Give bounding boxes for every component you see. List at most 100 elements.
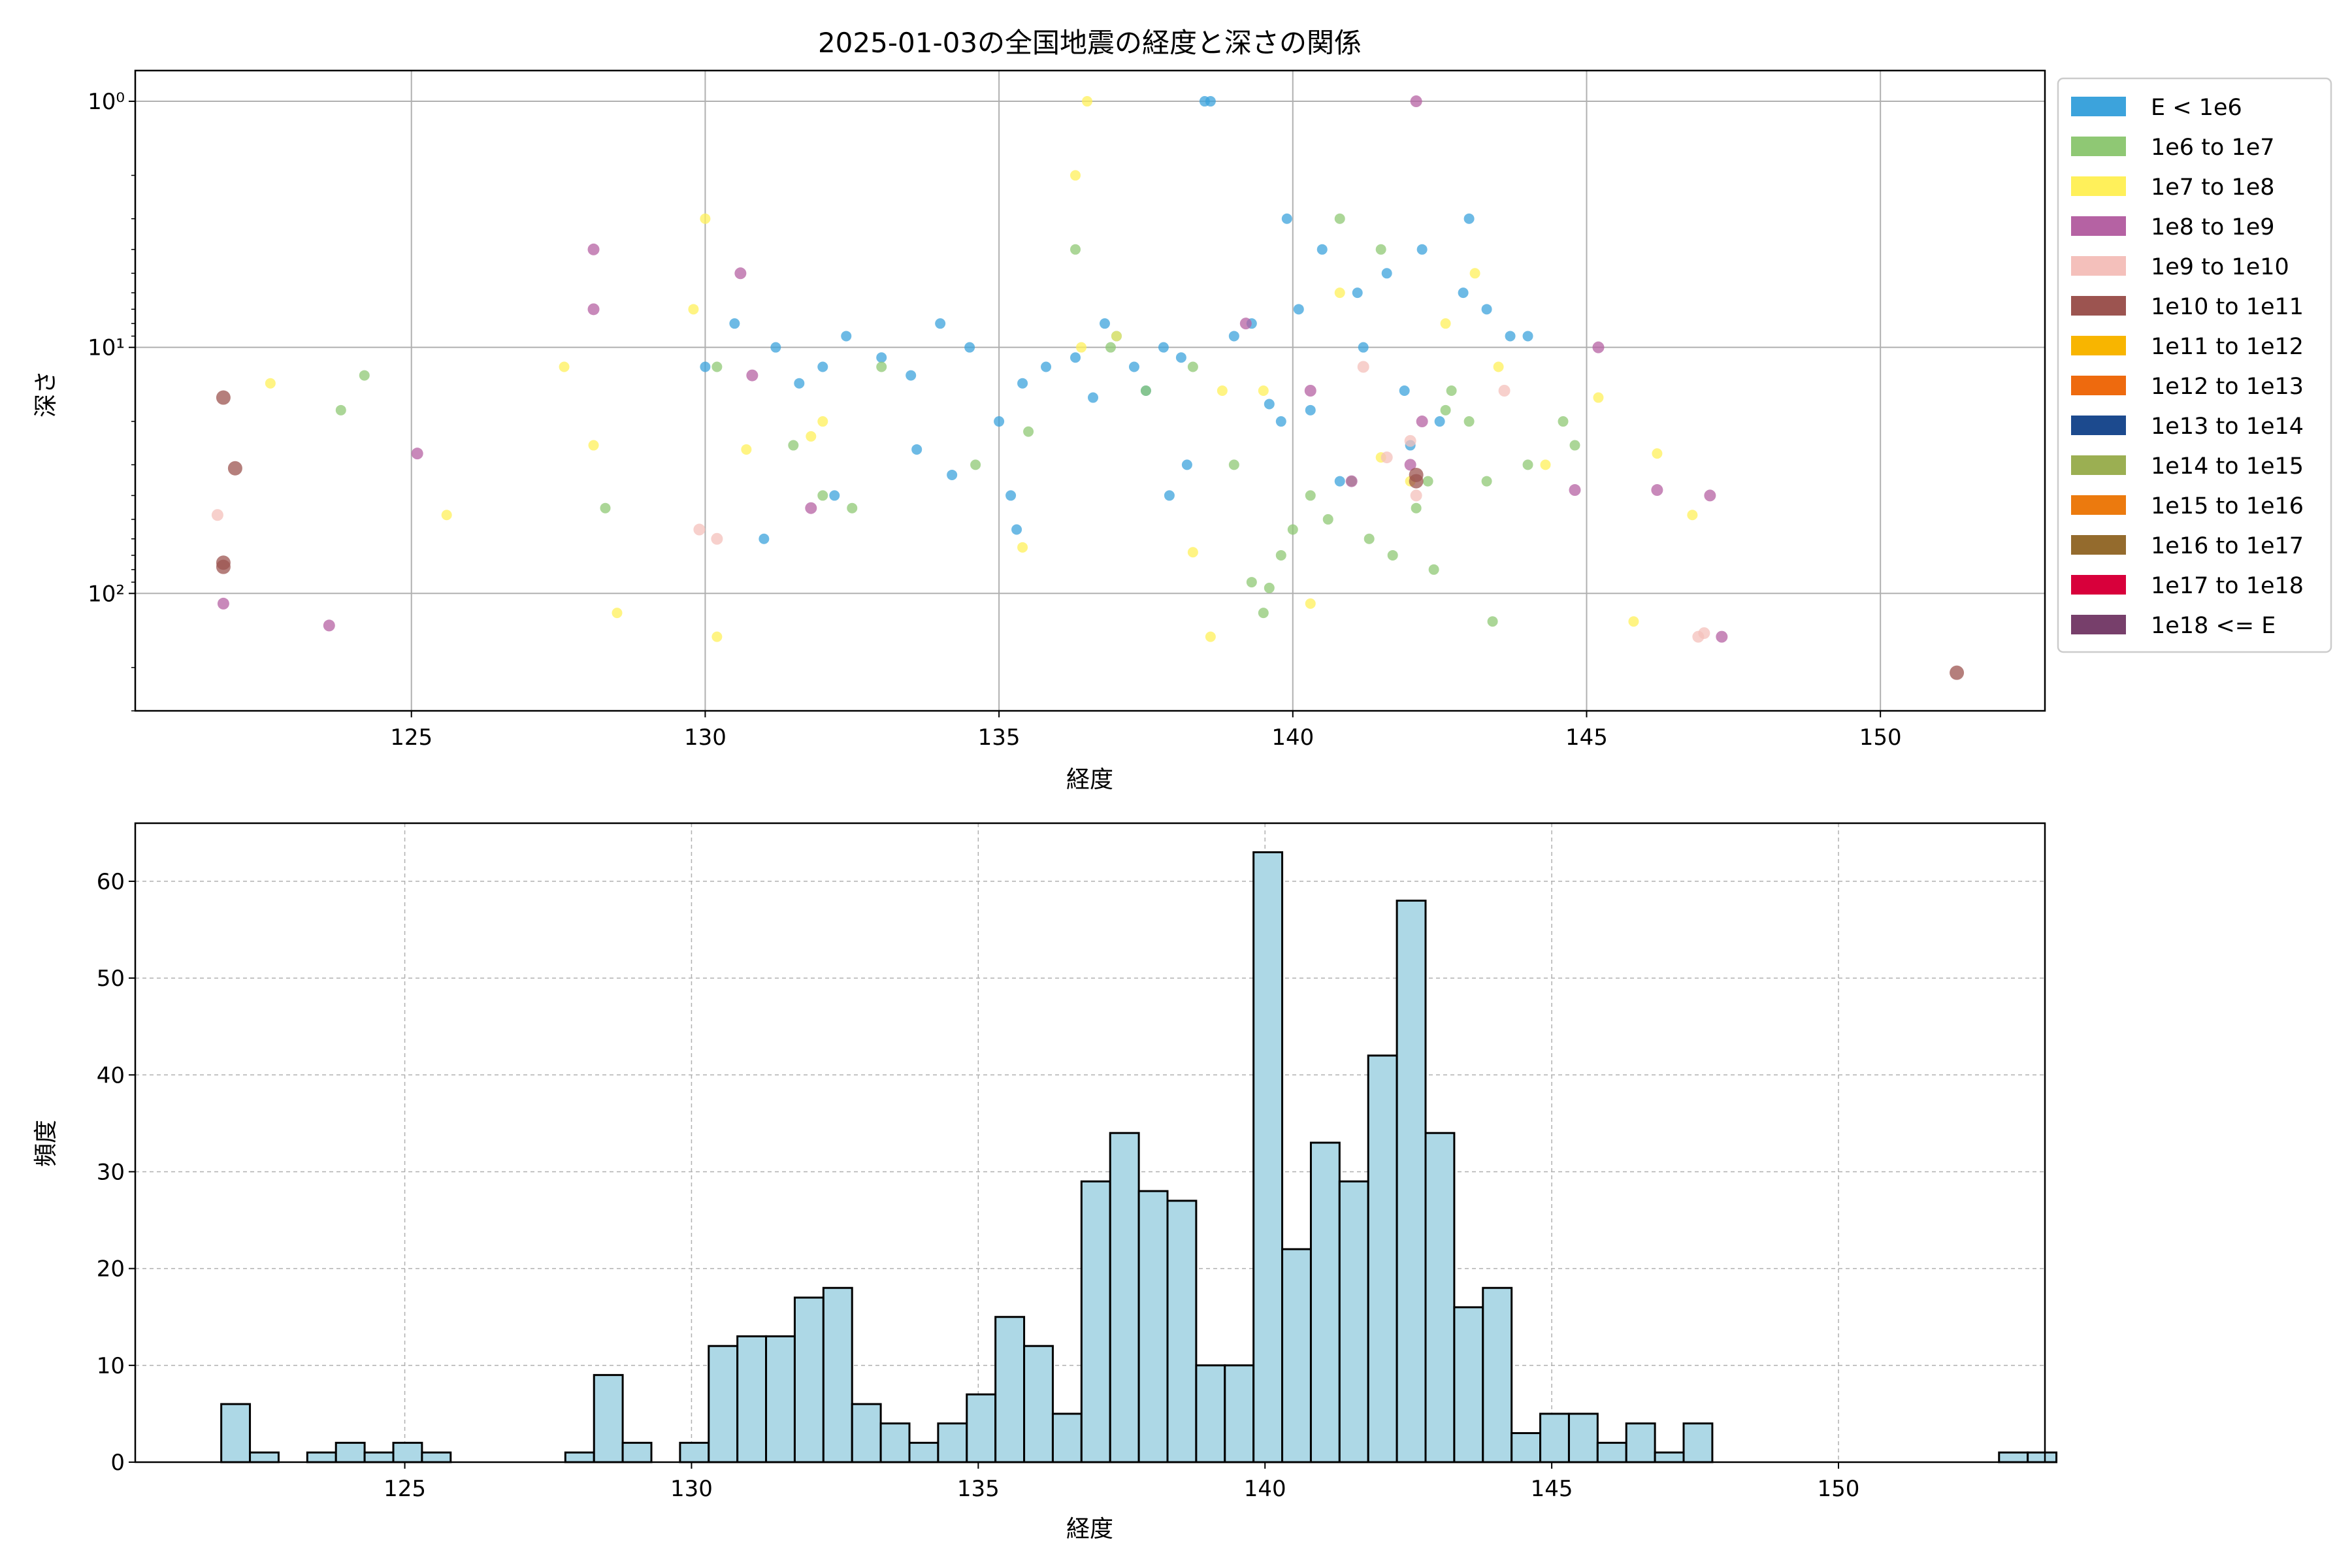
histogram-x-label: 経度 — [1066, 1516, 1113, 1543]
histogram-frame — [134, 822, 2046, 1463]
scatter-point — [1522, 331, 1533, 342]
scatter-x-tick-label: 135 — [978, 725, 1021, 751]
scatter-point — [711, 631, 723, 642]
scatter-point — [947, 469, 958, 480]
legend-swatch — [2071, 336, 2126, 355]
histogram-bar — [1682, 1422, 1714, 1463]
legend-label: 1e17 to 1e18 — [2151, 573, 2304, 599]
scatter-point — [1281, 213, 1292, 224]
scatter-point — [1410, 95, 1422, 108]
scatter-x-tick-label: 145 — [1565, 725, 1608, 751]
legend-label: 1e14 to 1e15 — [2151, 453, 2304, 480]
scatter-point — [1164, 490, 1175, 501]
legend-swatch — [2071, 455, 2126, 475]
histogram-y-label: 頻度 — [33, 1120, 59, 1167]
scatter-point — [1334, 287, 1345, 299]
scatter-point — [806, 431, 817, 442]
scatter-points — [211, 95, 1965, 680]
scatter-point — [935, 318, 946, 329]
scatter-panel: 125 130 135 140 145 150 10⁰ 10¹ 10² 経度 深さ — [33, 69, 2046, 793]
scatter-point — [746, 369, 759, 382]
scatter-point — [711, 532, 723, 545]
histogram-y-ticks: 0 10 20 30 40 50 60 — [97, 869, 135, 1476]
scatter-point — [211, 509, 223, 521]
legend-swatch — [2071, 256, 2126, 276]
histogram-bar — [1109, 1132, 1140, 1463]
scatter-point — [335, 404, 346, 416]
scatter-point — [1140, 385, 1151, 396]
scatter-point — [1264, 582, 1275, 593]
histogram-bar — [708, 1345, 739, 1463]
scatter-point — [612, 608, 623, 619]
scatter-point — [600, 502, 611, 514]
scatter-point — [1493, 361, 1504, 372]
scatter-point — [829, 490, 840, 501]
scatter-point — [759, 533, 770, 544]
scatter-point — [805, 502, 817, 514]
scatter-point — [1011, 524, 1022, 535]
histogram-bar — [1166, 1200, 1198, 1463]
scatter-point — [1409, 474, 1424, 489]
scatter-point — [216, 559, 231, 574]
scatter-y-label: 深さ — [33, 370, 59, 417]
scatter-y-ticks: 10⁰ 10¹ 10² — [88, 89, 135, 711]
scatter-point — [1334, 213, 1345, 224]
scatter-point — [729, 318, 740, 329]
histogram-bar — [621, 1441, 653, 1463]
legend-label: 1e16 to 1e17 — [2151, 533, 2304, 559]
histogram-x-tick-label: 135 — [957, 1476, 1000, 1502]
histogram-x-tick-label: 150 — [1818, 1476, 1860, 1502]
scatter-point — [265, 378, 276, 389]
histogram-x-ticks: 125 130 135 140 145 150 — [384, 1462, 1859, 1502]
histogram-y-tick-label: 30 — [97, 1159, 125, 1185]
scatter-point — [1023, 426, 1034, 437]
histogram-bar — [1051, 1413, 1083, 1463]
histogram-bar — [736, 1335, 768, 1463]
scatter-point — [911, 444, 923, 455]
chart-title: 2025-01-03の全国地震の経度と深さの関係 — [818, 27, 1362, 59]
scatter-point — [1239, 318, 1252, 330]
scatter-point — [700, 213, 711, 224]
scatter-point — [1387, 549, 1398, 561]
scatter-point — [1082, 96, 1093, 107]
scatter-point — [1422, 476, 1433, 487]
scatter-point — [1158, 342, 1169, 353]
histogram-panel: 125 130 135 140 145 150 0 10 20 30 40 50 60 経度 頻度 — [33, 822, 2058, 1543]
scatter-point — [1264, 399, 1275, 410]
scatter-point — [1357, 361, 1369, 373]
scatter-point — [1304, 385, 1316, 397]
histogram-bars — [220, 851, 2058, 1463]
scatter-y-tick-label: 10⁰ — [88, 89, 125, 115]
histogram-bar — [1482, 1286, 1513, 1463]
scatter-x-label: 経度 — [1066, 766, 1113, 793]
scatter-point — [1275, 416, 1286, 427]
scatter-point — [1017, 378, 1028, 389]
scatter-point — [906, 370, 917, 381]
scatter-point — [1592, 341, 1605, 353]
scatter-point — [1440, 318, 1451, 329]
scatter-point — [1404, 434, 1416, 447]
scatter-point — [693, 523, 706, 536]
scatter-point — [1345, 475, 1358, 487]
scatter-point — [587, 243, 600, 255]
histogram-bar — [1596, 1441, 1627, 1463]
scatter-x-tick-label: 130 — [684, 725, 727, 751]
scatter-point — [1005, 490, 1017, 501]
scatter-point — [1469, 268, 1480, 279]
scatter-point — [1481, 304, 1492, 315]
scatter-point — [1105, 342, 1116, 353]
scatter-point — [1463, 213, 1475, 224]
legend-swatch — [2071, 296, 2126, 316]
scatter-point — [1305, 598, 1316, 609]
scatter-point — [1287, 524, 1298, 535]
scatter-point — [1293, 304, 1304, 315]
scatter-point — [1128, 361, 1139, 372]
scatter-point — [700, 361, 711, 372]
histogram-bar — [392, 1441, 423, 1463]
legend-label: 1e8 to 1e9 — [2151, 214, 2275, 240]
histogram-bar — [966, 1393, 997, 1463]
scatter-point — [1205, 96, 1216, 107]
legend-label: 1e13 to 1e14 — [2151, 414, 2304, 440]
histogram-bar — [2027, 1451, 2058, 1463]
scatter-point — [817, 416, 828, 427]
